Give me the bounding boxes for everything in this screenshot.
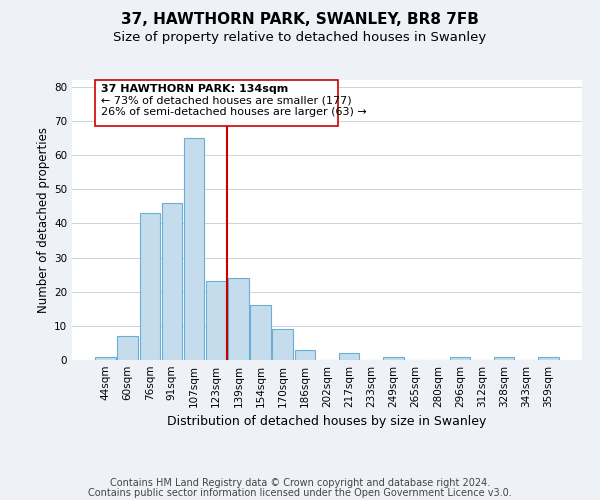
- Bar: [95, 356, 116, 360]
- Text: 37 HAWTHORN PARK: 134sqm: 37 HAWTHORN PARK: 134sqm: [101, 84, 289, 94]
- Bar: [228, 278, 248, 360]
- Bar: [339, 353, 359, 360]
- Y-axis label: Number of detached properties: Number of detached properties: [37, 127, 50, 313]
- Bar: [250, 306, 271, 360]
- Bar: [494, 356, 514, 360]
- Text: Contains HM Land Registry data © Crown copyright and database right 2024.: Contains HM Land Registry data © Crown c…: [110, 478, 490, 488]
- X-axis label: Distribution of detached houses by size in Swanley: Distribution of detached houses by size …: [167, 416, 487, 428]
- Text: 37, HAWTHORN PARK, SWANLEY, BR8 7FB: 37, HAWTHORN PARK, SWANLEY, BR8 7FB: [121, 12, 479, 28]
- Bar: [450, 356, 470, 360]
- Text: Contains public sector information licensed under the Open Government Licence v3: Contains public sector information licen…: [88, 488, 512, 498]
- Bar: [383, 356, 404, 360]
- Bar: [295, 350, 315, 360]
- Bar: [140, 213, 160, 360]
- Text: ← 73% of detached houses are smaller (177): ← 73% of detached houses are smaller (17…: [101, 96, 352, 106]
- Bar: [184, 138, 204, 360]
- Bar: [206, 282, 226, 360]
- Bar: [272, 330, 293, 360]
- Bar: [95, 80, 338, 126]
- Bar: [538, 356, 559, 360]
- Bar: [161, 203, 182, 360]
- Text: Size of property relative to detached houses in Swanley: Size of property relative to detached ho…: [113, 31, 487, 44]
- Text: 26% of semi-detached houses are larger (63) →: 26% of semi-detached houses are larger (…: [101, 106, 367, 117]
- Bar: [118, 336, 138, 360]
